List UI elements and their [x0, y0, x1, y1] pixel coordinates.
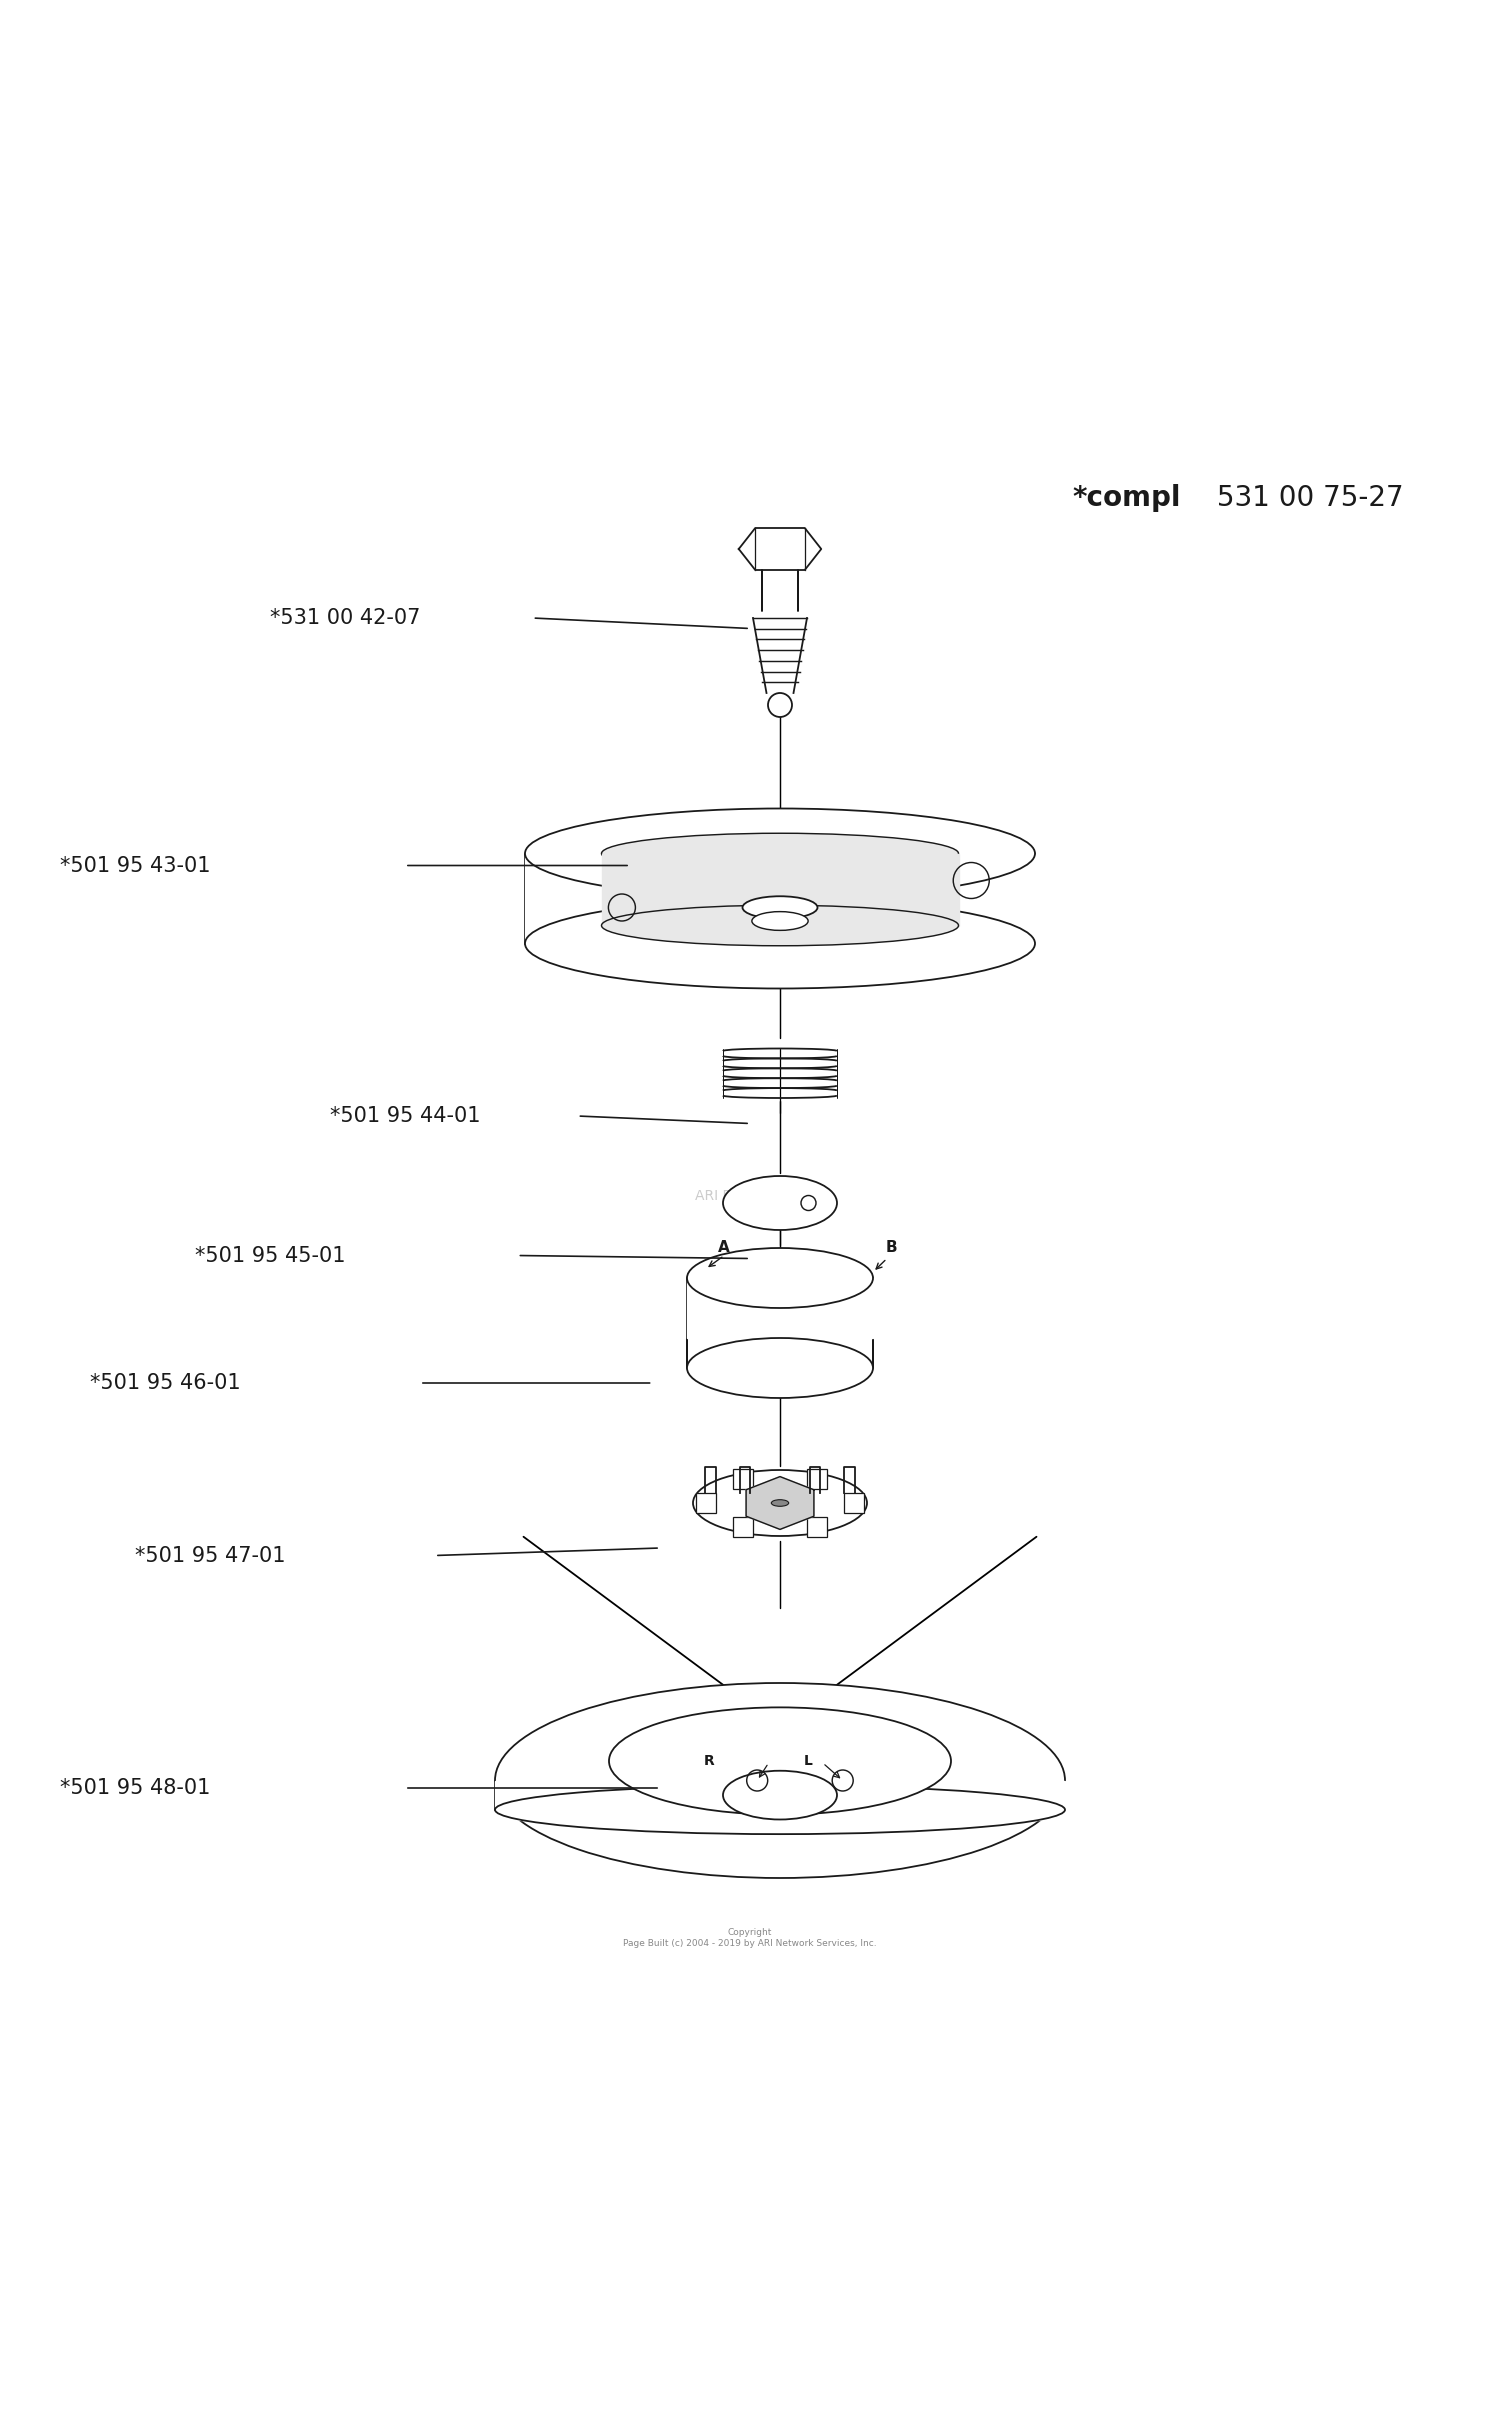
Ellipse shape: [525, 898, 1035, 988]
Ellipse shape: [752, 913, 808, 930]
Text: 531 00 75-27: 531 00 75-27: [1208, 484, 1402, 511]
FancyBboxPatch shape: [844, 1494, 864, 1513]
Text: *compl: *compl: [1072, 484, 1180, 511]
Ellipse shape: [687, 1339, 873, 1397]
Text: L: L: [804, 1753, 813, 1767]
FancyBboxPatch shape: [807, 1518, 826, 1537]
Ellipse shape: [602, 833, 958, 874]
Ellipse shape: [495, 1784, 1065, 1835]
Circle shape: [768, 692, 792, 717]
Ellipse shape: [693, 1470, 867, 1535]
Ellipse shape: [723, 1177, 837, 1230]
Ellipse shape: [602, 905, 958, 947]
Ellipse shape: [771, 1499, 789, 1506]
Polygon shape: [687, 1278, 873, 1339]
Ellipse shape: [525, 809, 1035, 898]
Ellipse shape: [609, 1707, 951, 1816]
Text: *501 95 43-01: *501 95 43-01: [60, 855, 210, 876]
Text: ARI Parts.com™: ARI Parts.com™: [694, 1189, 806, 1203]
Text: *501 95 48-01: *501 95 48-01: [60, 1777, 210, 1799]
Text: *501 95 47-01: *501 95 47-01: [135, 1545, 285, 1566]
Text: Copyright
Page Built (c) 2004 - 2019 by ARI Network Services, Inc.: Copyright Page Built (c) 2004 - 2019 by …: [622, 1927, 878, 1949]
FancyBboxPatch shape: [734, 1470, 753, 1489]
Text: B: B: [886, 1240, 897, 1256]
Polygon shape: [762, 569, 798, 603]
Text: R: R: [704, 1753, 714, 1767]
Polygon shape: [738, 528, 822, 569]
Ellipse shape: [723, 1770, 837, 1821]
Polygon shape: [602, 855, 958, 925]
Polygon shape: [746, 1477, 814, 1530]
Ellipse shape: [687, 1247, 873, 1307]
Text: *501 95 45-01: *501 95 45-01: [195, 1244, 345, 1266]
FancyBboxPatch shape: [807, 1470, 826, 1489]
Text: A: A: [718, 1240, 730, 1256]
Text: *531 00 42-07: *531 00 42-07: [270, 608, 420, 627]
FancyBboxPatch shape: [696, 1494, 715, 1513]
Ellipse shape: [742, 896, 818, 918]
Ellipse shape: [495, 1683, 1065, 1879]
FancyBboxPatch shape: [734, 1518, 753, 1537]
Polygon shape: [525, 855, 1035, 944]
Polygon shape: [495, 1779, 1065, 1821]
Text: *501 95 46-01: *501 95 46-01: [90, 1373, 240, 1392]
Text: *501 95 44-01: *501 95 44-01: [330, 1106, 480, 1126]
